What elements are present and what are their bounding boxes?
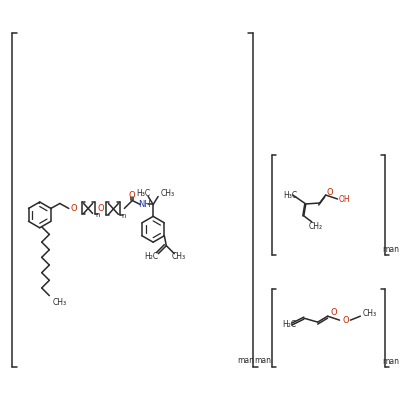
Text: O: O	[326, 188, 333, 196]
Text: O: O	[342, 316, 349, 325]
Text: man: man	[254, 356, 272, 365]
Text: man: man	[383, 245, 400, 254]
Text: CH₂: CH₂	[309, 222, 323, 231]
Text: n: n	[121, 213, 126, 219]
Text: H₂C: H₂C	[282, 320, 296, 329]
Text: man: man	[383, 357, 400, 366]
Text: H₃C: H₃C	[136, 189, 150, 198]
Text: O: O	[330, 308, 337, 317]
Text: H₂C: H₂C	[144, 252, 158, 261]
Text: ·: ·	[37, 198, 41, 212]
Text: O: O	[97, 204, 104, 213]
Text: CH₃: CH₃	[161, 189, 175, 198]
Text: O: O	[129, 191, 136, 200]
Text: n: n	[95, 212, 100, 218]
Text: CH₃: CH₃	[52, 298, 66, 307]
Text: CH₃: CH₃	[362, 309, 376, 318]
Text: CH₃: CH₃	[171, 252, 185, 261]
Text: OH: OH	[339, 194, 350, 204]
Text: H₃C: H₃C	[283, 190, 297, 200]
Text: NH: NH	[138, 200, 150, 209]
Text: O: O	[70, 204, 77, 213]
Text: man: man	[238, 356, 255, 365]
